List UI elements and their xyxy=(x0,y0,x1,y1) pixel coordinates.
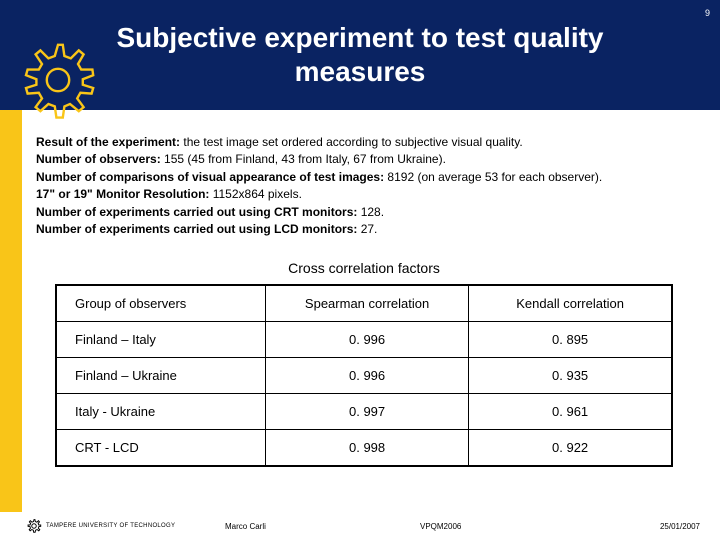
slide-header: Subjective experiment to test quality me… xyxy=(0,0,720,110)
title-line-1: Subjective experiment to test quality xyxy=(116,22,603,53)
table-cell: 0. 961 xyxy=(469,394,672,430)
result-label: Result of the experiment: xyxy=(36,135,180,149)
result-value: 27. xyxy=(357,222,377,236)
result-label: 17" or 19" Monitor Resolution: xyxy=(36,187,209,201)
result-line: Number of observers: 155 (45 from Finlan… xyxy=(36,151,692,168)
footer-author: Marco Carli xyxy=(225,522,266,531)
result-line: Result of the experiment: the test image… xyxy=(36,134,692,151)
result-label: Number of observers: xyxy=(36,152,161,166)
table-cell: Italy - Ukraine xyxy=(56,394,265,430)
title-line-2: measures xyxy=(295,56,426,87)
table-row: Italy - Ukraine0. 9970. 961 xyxy=(56,394,672,430)
table-column-header: Kendall correlation xyxy=(469,285,672,322)
result-value: 155 (45 from Finland, 43 from Italy, 67 … xyxy=(161,152,446,166)
gear-icon xyxy=(18,40,98,120)
table-cell: 0. 996 xyxy=(265,322,468,358)
table-cell: 0. 998 xyxy=(265,430,468,467)
slide-title: Subjective experiment to test quality me… xyxy=(56,21,663,88)
result-line: Number of comparisons of visual appearan… xyxy=(36,169,692,186)
table-body: Finland – Italy0. 9960. 895Finland – Ukr… xyxy=(56,322,672,467)
table-cell: 0. 996 xyxy=(265,358,468,394)
table-row: Finland – Italy0. 9960. 895 xyxy=(56,322,672,358)
result-label: Number of experiments carried out using … xyxy=(36,205,357,219)
result-value: 8192 (on average 53 for each observer). xyxy=(384,170,602,184)
result-label: Number of experiments carried out using … xyxy=(36,222,357,236)
result-line: Number of experiments carried out using … xyxy=(36,204,692,221)
result-value: the test image set ordered according to … xyxy=(180,135,523,149)
table-header-row: Group of observersSpearman correlationKe… xyxy=(56,285,672,322)
footer-university: TAMPERE UNIVERSITY OF TECHNOLOGY xyxy=(46,523,175,529)
table-column-header: Group of observers xyxy=(56,285,265,322)
sidebar-accent xyxy=(0,110,22,512)
result-line: Number of experiments carried out using … xyxy=(36,221,692,238)
table-title: Cross correlation factors xyxy=(36,260,692,276)
slide-content: Result of the experiment: the test image… xyxy=(0,110,720,475)
result-line: 17" or 19" Monitor Resolution: 1152x864 … xyxy=(36,186,692,203)
page-number: 9 xyxy=(705,8,710,18)
table-cell: Finland – Italy xyxy=(56,322,265,358)
table-row: CRT - LCD0. 9980. 922 xyxy=(56,430,672,467)
footer-date: 25/01/2007 xyxy=(660,522,700,531)
table-cell: 0. 922 xyxy=(469,430,672,467)
table-cell: 0. 935 xyxy=(469,358,672,394)
table-cell: 0. 997 xyxy=(265,394,468,430)
correlation-table: Group of observersSpearman correlationKe… xyxy=(55,284,673,467)
results-block: Result of the experiment: the test image… xyxy=(36,134,692,238)
result-label: Number of comparisons of visual appearan… xyxy=(36,170,384,184)
footer-gear-icon xyxy=(26,518,42,534)
table-cell: Finland – Ukraine xyxy=(56,358,265,394)
footer-conference: VPQM2006 xyxy=(420,522,461,531)
table-row: Finland – Ukraine0. 9960. 935 xyxy=(56,358,672,394)
table-column-header: Spearman correlation xyxy=(265,285,468,322)
table-cell: CRT - LCD xyxy=(56,430,265,467)
result-value: 128. xyxy=(357,205,384,219)
slide-footer: TAMPERE UNIVERSITY OF TECHNOLOGY Marco C… xyxy=(0,512,720,540)
result-value: 1152x864 pixels. xyxy=(209,187,302,201)
table-cell: 0. 895 xyxy=(469,322,672,358)
footer-logo: TAMPERE UNIVERSITY OF TECHNOLOGY xyxy=(26,518,175,534)
